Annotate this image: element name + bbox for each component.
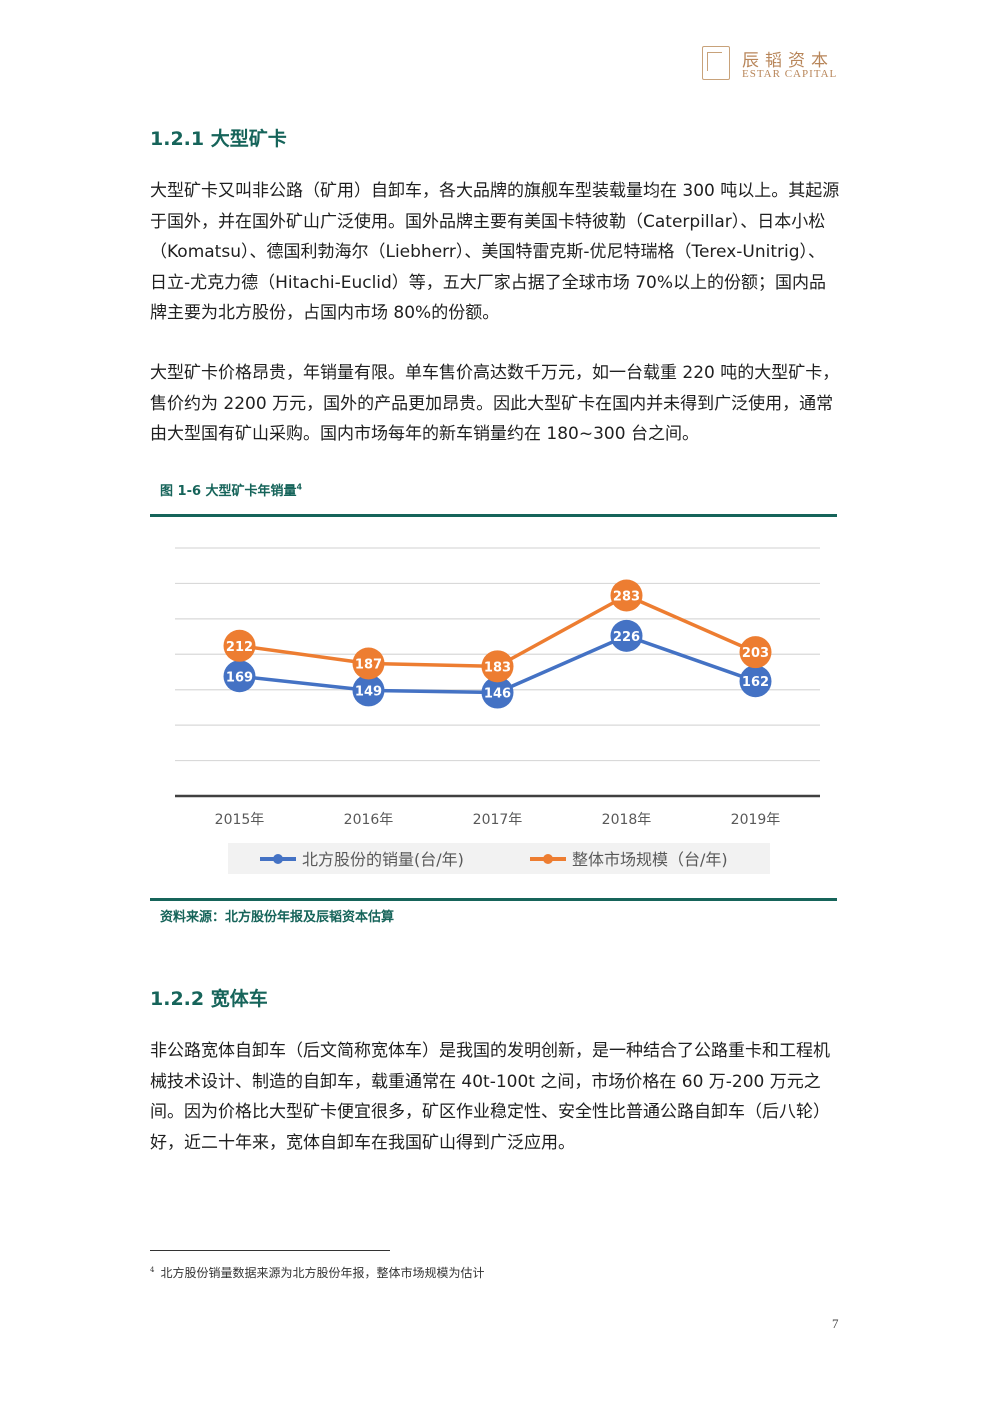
figure-title: 图 1-6 大型矿卡年销量4 [160, 480, 302, 499]
figure-title-text: 图 1-6 大型矿卡年销量 [160, 484, 297, 499]
x-tick-label: 2016年 [344, 812, 394, 828]
x-tick-label: 2015年 [215, 812, 265, 828]
data-label: 146 [484, 687, 511, 702]
data-label: 169 [226, 670, 253, 685]
legend-box [228, 843, 770, 874]
figure-top-rule [150, 514, 837, 517]
footnote-text: 北方股份销量数据来源为北方股份年报，整体市场规模为估计 [160, 1266, 485, 1280]
data-point [223, 629, 256, 662]
data-point [352, 647, 385, 680]
data-point [481, 676, 514, 709]
figure-bottom-rule [150, 898, 837, 901]
chart-legend: 北方股份的销量(台/年) 整体市场规模（台/年) [228, 843, 770, 874]
figure-footnote-ref: 4 [296, 482, 303, 492]
data-label: 203 [742, 646, 769, 661]
legend-marker [543, 854, 553, 864]
legend-label: 整体市场规模（台/年) [572, 850, 728, 869]
data-label: 149 [355, 684, 382, 699]
section-heading-mining-truck: 1.2.1 大型矿卡 [150, 128, 287, 150]
x-tick-label: 2017年 [473, 812, 523, 828]
data-point [739, 665, 772, 698]
x-tick-label: 2018年 [602, 812, 652, 828]
data-label: 226 [613, 630, 640, 645]
chart-series: 169 149 146 226 162 212 187 183 283 203 [223, 579, 772, 709]
data-label: 212 [226, 640, 253, 655]
data-point [352, 674, 385, 707]
data-label: 283 [613, 589, 640, 604]
paragraph-mining-truck-intro: 大型矿卡又叫非公路（矿用）自卸车，各大品牌的旗舰车型装载量均在 300 吨以上。… [150, 181, 840, 323]
data-point [739, 636, 772, 669]
data-point [481, 650, 514, 683]
section-heading-wide-body-truck: 1.2.2 宽体车 [150, 988, 268, 1010]
footnote-number: 4 [150, 1266, 155, 1274]
data-point [610, 619, 643, 652]
footnote: 4 北方股份销量数据来源为北方股份年报，整体市场规模为估计 [150, 1264, 484, 1281]
data-label: 187 [355, 657, 382, 672]
chart-x-axis-labels: 2015年 2016年 2017年 2018年 2019年 [215, 812, 781, 828]
logo-chinese-name: 辰韬资本 [742, 51, 834, 71]
paragraph-mining-truck-price: 大型矿卡价格昂贵，年销量有限。单车售价高达数千万元，如一台载重 220 吨的大型… [150, 363, 840, 444]
x-tick-label: 2019年 [731, 812, 781, 828]
company-logo: 辰韬资本 ESTAR CAPITAL [702, 42, 842, 86]
logo-seal-icon [702, 46, 730, 80]
footnote-divider [150, 1250, 390, 1251]
logo-english-name: ESTAR CAPITAL [742, 68, 838, 80]
page-number: 7 [832, 1316, 839, 1331]
legend-label: 北方股份的销量(台/年) [302, 850, 464, 869]
figure-source: 资料来源：北方股份年报及辰韬资本估算 [160, 910, 395, 925]
data-point [223, 660, 256, 693]
data-label: 162 [742, 675, 769, 690]
data-label: 183 [484, 660, 511, 675]
data-point [610, 579, 643, 612]
paragraph-wide-body-truck: 非公路宽体自卸车（后文简称宽体车）是我国的发明创新，是一种结合了公路重卡和工程机… [150, 1041, 830, 1153]
legend-marker [273, 854, 283, 864]
